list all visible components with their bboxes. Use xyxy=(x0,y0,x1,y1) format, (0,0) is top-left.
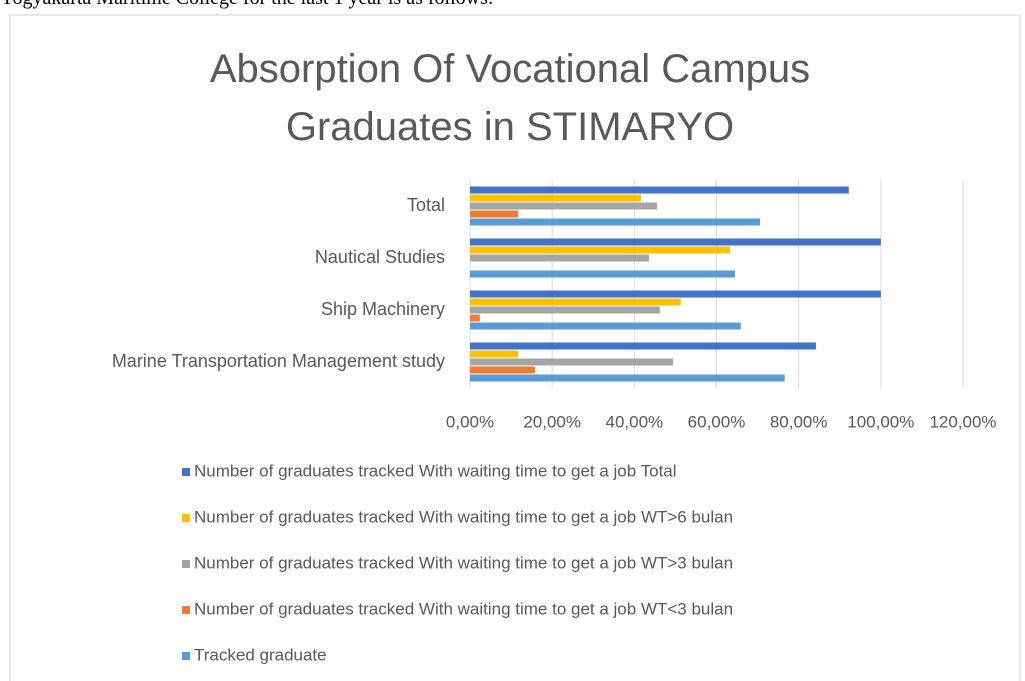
legend-label: Number of graduates tracked With waiting… xyxy=(194,507,733,526)
bar xyxy=(470,374,785,382)
x-tick-label: 0,00% xyxy=(446,412,494,431)
bar xyxy=(470,194,641,202)
x-tick-label: 120,00% xyxy=(929,412,996,431)
legend-label: Number of graduates tracked With waiting… xyxy=(194,461,677,480)
legend-label: Number of graduates tracked With waiting… xyxy=(194,599,733,618)
bar xyxy=(470,322,741,330)
legend-swatch xyxy=(182,606,190,614)
bar xyxy=(470,202,657,210)
x-tick-label: 60,00% xyxy=(688,412,746,431)
bar xyxy=(470,246,731,254)
bar xyxy=(470,238,881,246)
legend-swatch xyxy=(182,468,190,476)
intro-text: Yogyakarta Maritime College for the last… xyxy=(0,0,493,10)
bar xyxy=(470,218,761,226)
bar xyxy=(470,186,849,194)
legend-swatch xyxy=(182,514,190,522)
legend-label: Tracked graduate xyxy=(194,645,327,664)
bar xyxy=(470,314,480,322)
legend-swatch xyxy=(182,652,190,660)
legend-swatch xyxy=(182,560,190,568)
bar xyxy=(470,350,519,358)
bar xyxy=(470,358,673,366)
bar xyxy=(470,210,519,218)
chart-frame xyxy=(9,14,1021,681)
y-tick-label: Total xyxy=(407,195,445,215)
legend-label: Number of graduates tracked With waiting… xyxy=(194,553,733,572)
x-tick-label: 20,00% xyxy=(523,412,581,431)
bar xyxy=(470,254,650,262)
chart-title: Absorption Of Vocational Campus Graduate… xyxy=(209,47,811,149)
bar xyxy=(470,342,816,350)
bar xyxy=(470,290,881,298)
x-tick-label: 100,00% xyxy=(847,412,914,431)
x-tick-label: 80,00% xyxy=(770,412,828,431)
bar xyxy=(470,306,660,314)
y-tick-label: Ship Machinery xyxy=(321,299,445,319)
bar xyxy=(470,298,681,306)
y-tick-label: Marine Transportation Management study xyxy=(112,351,445,371)
bar xyxy=(470,366,535,374)
y-tick-label: Nautical Studies xyxy=(315,247,445,267)
x-tick-label: 40,00% xyxy=(605,412,663,431)
bar xyxy=(470,270,735,278)
